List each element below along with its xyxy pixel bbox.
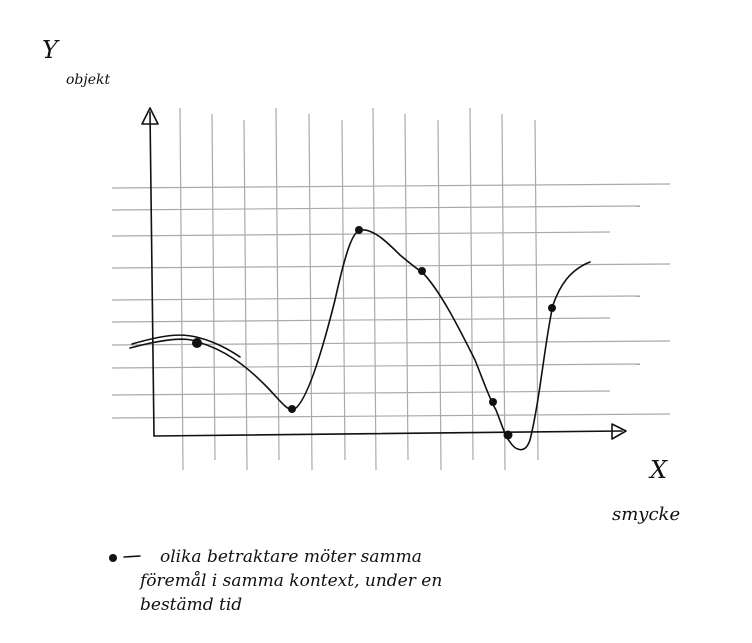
grid-line: [111, 413, 671, 419]
point: [192, 338, 202, 348]
legend-line: bestämd tid: [140, 595, 242, 615]
point: [489, 398, 497, 406]
point: [548, 304, 556, 312]
legend-line: olika betraktare möter samma: [160, 547, 422, 567]
y-axis: [141, 107, 159, 437]
point: [503, 430, 513, 440]
grid-line: [111, 390, 611, 396]
grid-line: [243, 119, 248, 471]
y-label: Y: [42, 36, 60, 64]
legend-line: föremål i samma kontext, under en: [138, 571, 442, 591]
grid-line: [111, 205, 641, 211]
grid-line: [179, 107, 184, 471]
grid-line: [111, 317, 611, 323]
curve-overlap: [131, 334, 241, 358]
grid-line: [372, 107, 377, 471]
point: [288, 405, 296, 413]
curve: [129, 229, 591, 451]
legend-dot: [109, 554, 117, 562]
grid-line: [111, 183, 671, 189]
grid-line: [111, 295, 641, 301]
grid-line: [469, 107, 474, 461]
grid-line: [308, 113, 313, 471]
grid-line: [341, 119, 346, 461]
grid-line: [211, 113, 216, 461]
grid: [111, 107, 671, 471]
grid-line: [111, 231, 611, 237]
point: [355, 226, 363, 234]
grid-line: [111, 363, 641, 369]
points: [109, 226, 556, 562]
x-name: smycke: [612, 504, 680, 525]
grid-line: [111, 263, 671, 269]
legend-dash: [123, 555, 141, 558]
x-label: X: [648, 456, 668, 484]
point: [418, 267, 426, 275]
x-axis: [153, 423, 627, 440]
y-name: objekt: [66, 72, 111, 88]
grid-line: [275, 107, 280, 461]
grid-line: [501, 113, 506, 471]
grid-line: [404, 113, 409, 461]
